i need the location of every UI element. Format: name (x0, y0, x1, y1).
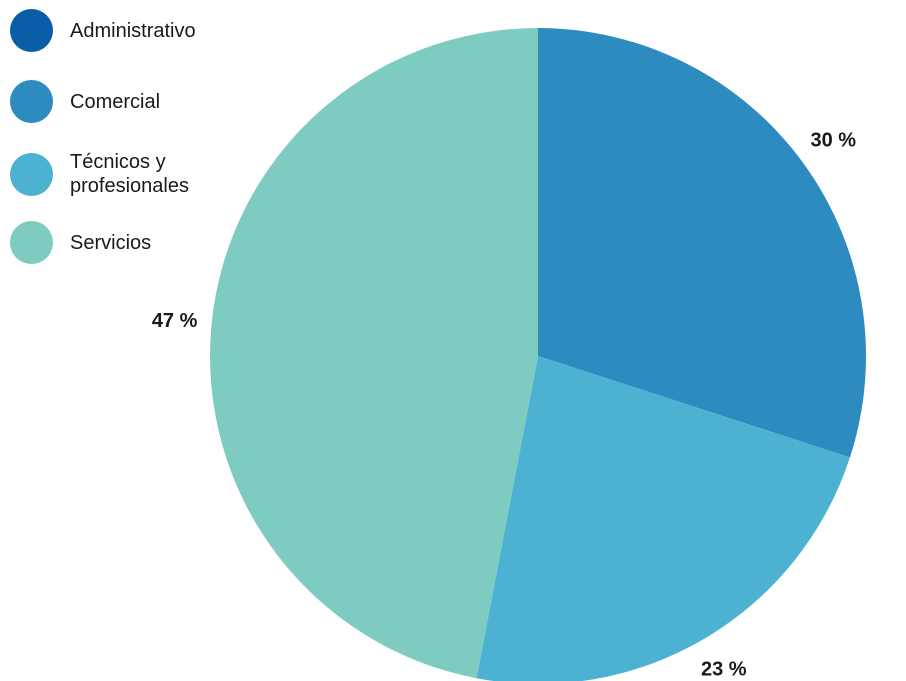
legend-swatch-tecnicos (10, 152, 53, 196)
legend-label-tecnicos: Técnicos y profesionales (70, 151, 189, 197)
slice-label-tecnicos-y-profesionales: 23 % (701, 658, 747, 680)
legend-item-servicios: Servicios (10, 221, 151, 264)
legend-label-comercial: Comercial (70, 90, 161, 113)
slice-label-comercial: 30 % (810, 130, 856, 152)
slice-label-servicios: 47 % (152, 310, 198, 332)
legend-item-tecnicos: Técnicos y profesionales (10, 150, 189, 198)
pie-slice-servicios (209, 28, 538, 679)
pie-slice-comercial (538, 28, 866, 458)
legend-swatch-administrativo (10, 9, 53, 52)
legend-label-administrativo: Administrativo (70, 19, 196, 42)
legend-label-servicios: Servicios (70, 231, 152, 254)
legend-item-comercial: Comercial (10, 80, 160, 123)
legend-item-administrativo: Administrativo (10, 9, 196, 52)
pie-slices (209, 28, 866, 681)
legend-swatch-servicios (10, 221, 53, 264)
legend-swatch-comercial (10, 80, 53, 123)
slice-labels: 30 % 23 % 47 % (152, 130, 856, 681)
pie-slice-tecnicos-y-profesionales (476, 356, 850, 681)
